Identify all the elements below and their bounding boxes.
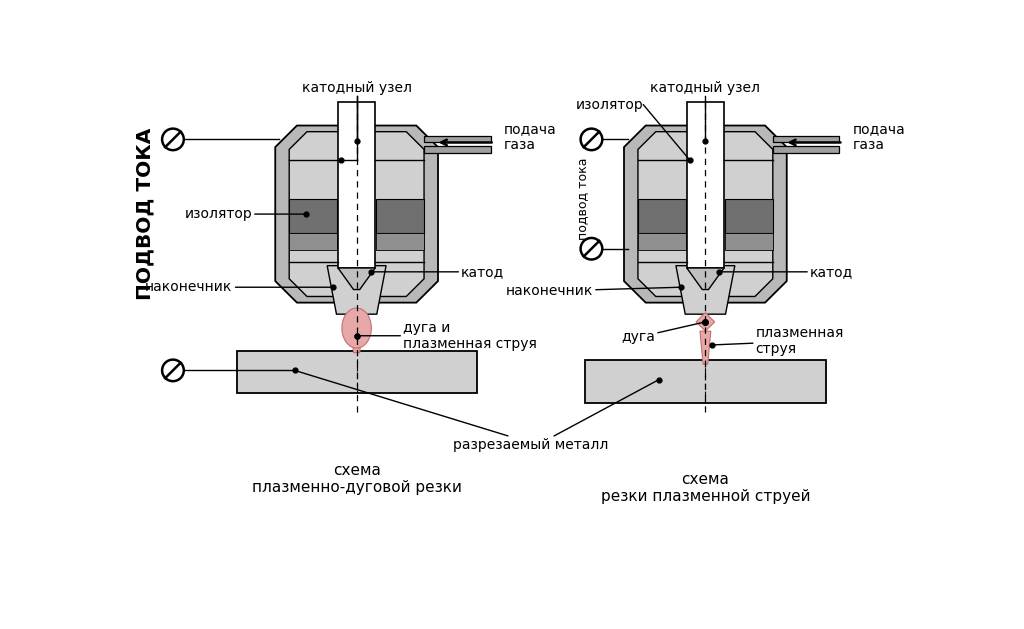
- Bar: [687, 103, 724, 268]
- Bar: [725, 233, 773, 250]
- Text: катодный узел: катодный узел: [650, 81, 761, 95]
- Polygon shape: [275, 126, 438, 303]
- Bar: [338, 103, 375, 268]
- Text: дуга и
плазменная струя: дуга и плазменная струя: [356, 321, 537, 351]
- Text: подача
газа: подача газа: [504, 122, 557, 152]
- Bar: [289, 233, 337, 250]
- Bar: [638, 199, 686, 233]
- Bar: [424, 135, 490, 143]
- Bar: [725, 199, 773, 233]
- Text: разрезаемый металл: разрезаемый металл: [454, 438, 608, 452]
- Text: катод: катод: [371, 265, 505, 279]
- Text: схема
резки плазменной струей: схема резки плазменной струей: [601, 472, 810, 504]
- Polygon shape: [289, 131, 424, 296]
- Text: ПОДВОД ТОКА: ПОДВОД ТОКА: [135, 128, 155, 300]
- Bar: [289, 199, 337, 233]
- Bar: [773, 147, 840, 153]
- Text: катод: катод: [719, 265, 853, 279]
- Polygon shape: [328, 265, 386, 314]
- Text: плазменная
струя: плазменная струя: [712, 326, 844, 356]
- Polygon shape: [350, 314, 362, 353]
- Polygon shape: [700, 331, 711, 364]
- Polygon shape: [687, 268, 724, 289]
- Polygon shape: [624, 126, 786, 303]
- Ellipse shape: [342, 308, 372, 348]
- Text: дуга: дуга: [622, 322, 706, 344]
- Text: наконечник: наконечник: [145, 281, 334, 294]
- Text: схема
плазменно-дуговой резки: схема плазменно-дуговой резки: [252, 463, 462, 495]
- Text: катодный узел: катодный узел: [302, 81, 412, 95]
- Polygon shape: [638, 131, 773, 296]
- Bar: [586, 360, 825, 403]
- Polygon shape: [338, 268, 375, 289]
- Bar: [773, 135, 840, 143]
- Bar: [638, 233, 686, 250]
- Polygon shape: [676, 265, 735, 314]
- Text: изолятор: изолятор: [575, 97, 643, 112]
- Text: подача
газа: подача газа: [853, 122, 905, 152]
- Bar: [376, 233, 424, 250]
- Text: наконечник: наконечник: [506, 284, 681, 298]
- Polygon shape: [696, 313, 715, 331]
- Text: изолятор: изолятор: [184, 207, 306, 221]
- Bar: [424, 147, 490, 153]
- Bar: [376, 199, 424, 233]
- Text: подвод тока: подвод тока: [575, 157, 589, 240]
- Bar: [237, 351, 477, 394]
